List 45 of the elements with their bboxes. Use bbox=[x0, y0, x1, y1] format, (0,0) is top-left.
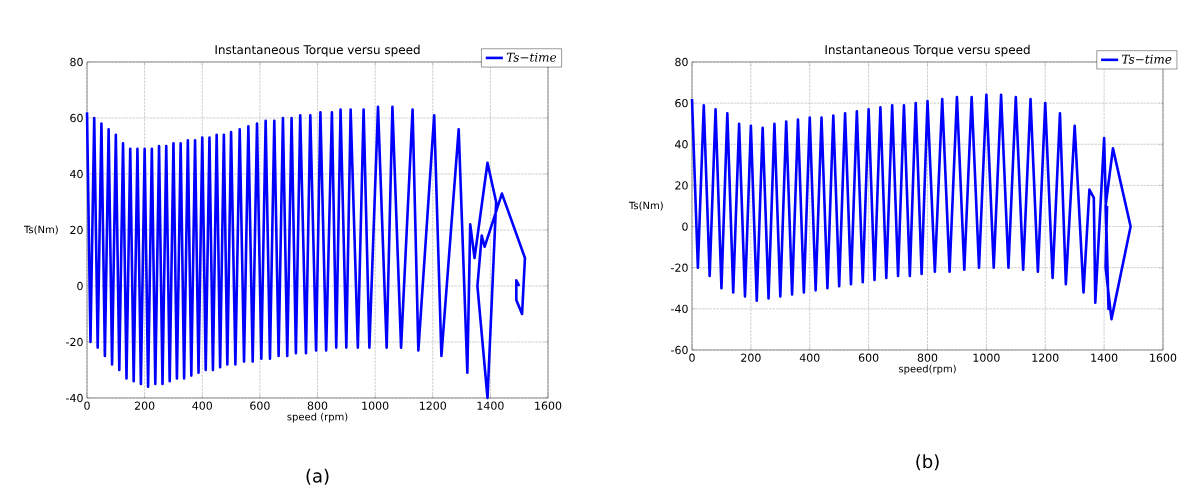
chart-title: Instantaneous Torque versu speed bbox=[825, 44, 1030, 57]
x-tick-label: 1600 bbox=[535, 401, 562, 410]
x-tick-label: 600 bbox=[250, 401, 270, 410]
text: (a) bbox=[306, 468, 329, 485]
x-tick-label: 0 bbox=[84, 401, 90, 410]
x-tick-label: 600 bbox=[858, 353, 879, 362]
y-tick-label: 80 bbox=[70, 57, 83, 67]
y-tick-label: 60 bbox=[675, 98, 688, 108]
y-tick-label: -40 bbox=[66, 393, 83, 403]
y-axis-title: Ts(Nm) bbox=[628, 201, 663, 211]
x-tick-label: 1200 bbox=[1032, 353, 1059, 362]
line-series bbox=[690, 93, 1132, 321]
x-tick-label: 1000 bbox=[973, 353, 1000, 362]
legend-label: Ts−time bbox=[506, 52, 557, 62]
x-tick-label: 0 bbox=[689, 353, 695, 362]
y-tick-label: -60 bbox=[671, 345, 688, 355]
legend-label: Ts−time bbox=[1122, 54, 1172, 64]
x-tick-label: 1400 bbox=[477, 401, 504, 410]
x-tick-label: 400 bbox=[799, 353, 820, 362]
y-tick-label: 40 bbox=[70, 169, 83, 179]
x-tick-label: 1400 bbox=[1091, 353, 1118, 362]
line-series bbox=[85, 105, 527, 400]
y-tick-label: -20 bbox=[671, 263, 688, 272]
chart-title: Instantaneous Torque versu speed bbox=[215, 44, 420, 57]
x-axis-title: speed(rpm) bbox=[898, 364, 956, 375]
x-tick-label: 1600 bbox=[1150, 353, 1177, 362]
y-tick-label: 20 bbox=[675, 181, 688, 190]
x-tick-label: 800 bbox=[917, 353, 938, 362]
y-axis-title: Ts(Nm) bbox=[23, 225, 58, 235]
x-axis-title: speed (rpm) bbox=[287, 412, 348, 423]
y-tick-label: 20 bbox=[70, 225, 83, 235]
x-tick-label: 200 bbox=[134, 401, 155, 410]
y-tick-label: -40 bbox=[671, 304, 688, 313]
x-tick-label: 1200 bbox=[419, 401, 447, 410]
x-tick-label: 200 bbox=[741, 353, 761, 362]
y-tick-label: 60 bbox=[70, 113, 83, 123]
y-tick-label: 80 bbox=[675, 57, 688, 67]
x-tick-label: 400 bbox=[192, 401, 213, 410]
y-tick-label: 40 bbox=[675, 140, 688, 149]
x-tick-label: 1000 bbox=[362, 401, 389, 410]
y-tick-label: 0 bbox=[77, 281, 83, 291]
x-tick-label: 800 bbox=[307, 401, 328, 410]
text: (b) bbox=[916, 454, 939, 471]
y-tick-label: -20 bbox=[66, 337, 83, 347]
y-tick-label: 0 bbox=[682, 222, 688, 231]
